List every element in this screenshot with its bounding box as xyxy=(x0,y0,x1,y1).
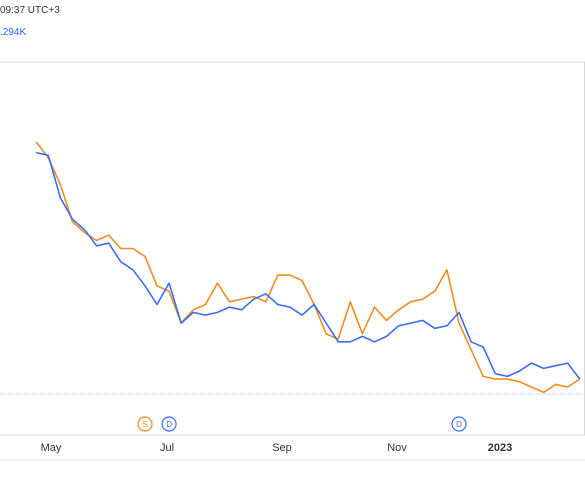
x-tick-label: 2023 xyxy=(488,442,512,454)
header-time: 09:37 UTC+3 xyxy=(0,5,60,16)
header-value: .294K xyxy=(0,27,27,38)
orange-series-line xyxy=(35,141,581,394)
event-marker-circle xyxy=(451,416,467,432)
event-marker-d[interactable]: D xyxy=(451,416,467,432)
x-tick-label: Nov xyxy=(387,442,407,454)
x-tick-label: Sep xyxy=(272,442,292,454)
event-marker-d[interactable]: D xyxy=(161,416,177,432)
x-tick-label: May xyxy=(41,442,62,454)
event-marker-circle xyxy=(137,416,153,432)
event-marker-label: D xyxy=(456,420,462,429)
event-marker-label: S xyxy=(142,420,147,429)
event-marker-circle xyxy=(161,416,177,432)
event-marker-label: D xyxy=(166,420,172,429)
blue-series-line xyxy=(36,151,581,380)
event-marker-s[interactable]: S xyxy=(137,416,153,432)
x-tick-label: Jul xyxy=(160,442,174,454)
